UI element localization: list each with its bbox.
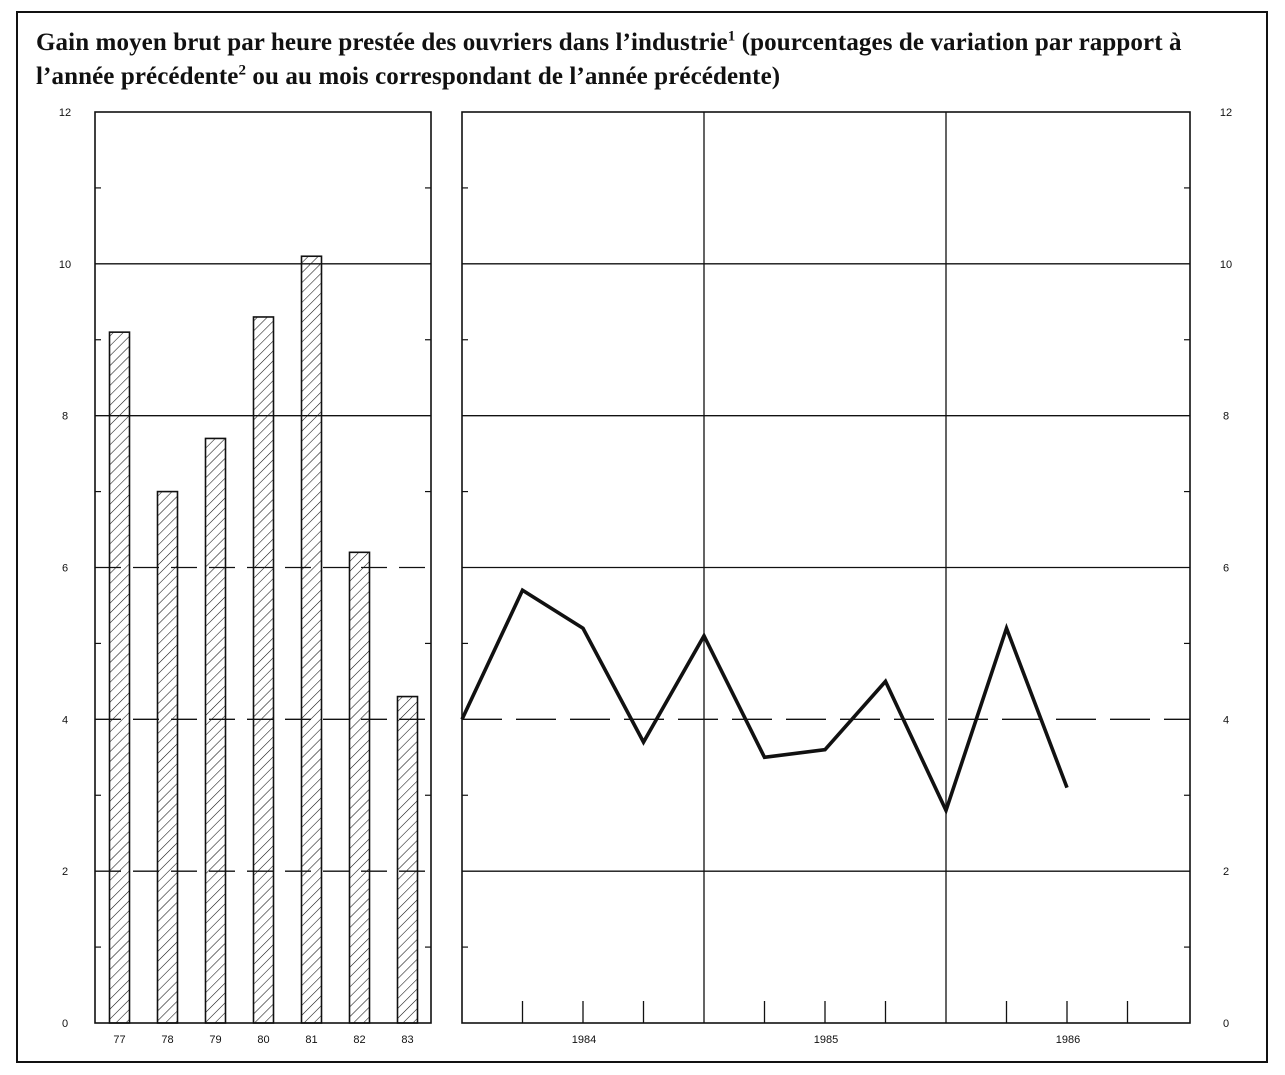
annual-bar-panel: 0 2 4 6 8 10 12 77 78 79 80 81 82 83 [59,107,432,1046]
bar [300,255,323,1024]
bar [204,437,227,1024]
title-footnote-2: 2 [238,62,247,79]
x-tick-label: 82 [353,1034,365,1046]
bar [348,551,371,1024]
x-tick-label: 78 [161,1034,173,1046]
x-tick-label: 1986 [1056,1034,1080,1046]
chart-title: Gain moyen brut par heure prestée des ou… [36,26,1256,94]
plot-frame [461,111,1191,1024]
monthly-line-panel: 0 2 4 6 8 10 12 1984 1985 1986 [460,107,1232,1046]
y-tick-label: 12 [59,107,71,119]
bar [108,331,131,1024]
bar [156,490,179,1024]
y-tick-label: 2 [62,866,68,878]
x-tick-label: 83 [401,1034,413,1046]
y-tick-label: 8 [1223,411,1229,423]
y-tick-label: 4 [62,714,68,726]
y-tick-label: 2 [1223,866,1229,878]
title-footnote-1: 1 [727,28,736,45]
bar [396,695,419,1024]
y-tick-label: 4 [1223,714,1229,726]
x-tick-label: 80 [257,1034,269,1046]
y-tick-label: 10 [59,259,71,271]
y-tick-label: 6 [1223,563,1229,575]
title-text-3: ou au mois correspondant de l’année préc… [252,63,781,90]
y-tick-label: 6 [62,563,68,575]
bar [252,316,275,1024]
plot-frame [94,111,432,1024]
y-tick-label: 0 [62,1018,68,1030]
x-tick-label: 79 [209,1034,221,1046]
x-tick-label: 1985 [814,1034,838,1046]
x-tick-label: 81 [305,1034,317,1046]
y-tick-label: 10 [1220,259,1232,271]
title-text-1: Gain moyen brut par heure prestée des ou… [36,29,728,56]
y-tick-label: 0 [1223,1018,1229,1030]
y-tick-label: 8 [62,411,68,423]
y-tick-label: 12 [1220,107,1232,119]
series-line [460,587,1069,816]
title-text-2: (pourcentages de variation par rapport à… [36,29,1182,90]
x-tick-label: 1984 [572,1034,596,1046]
x-tick-label: 77 [113,1034,125,1046]
